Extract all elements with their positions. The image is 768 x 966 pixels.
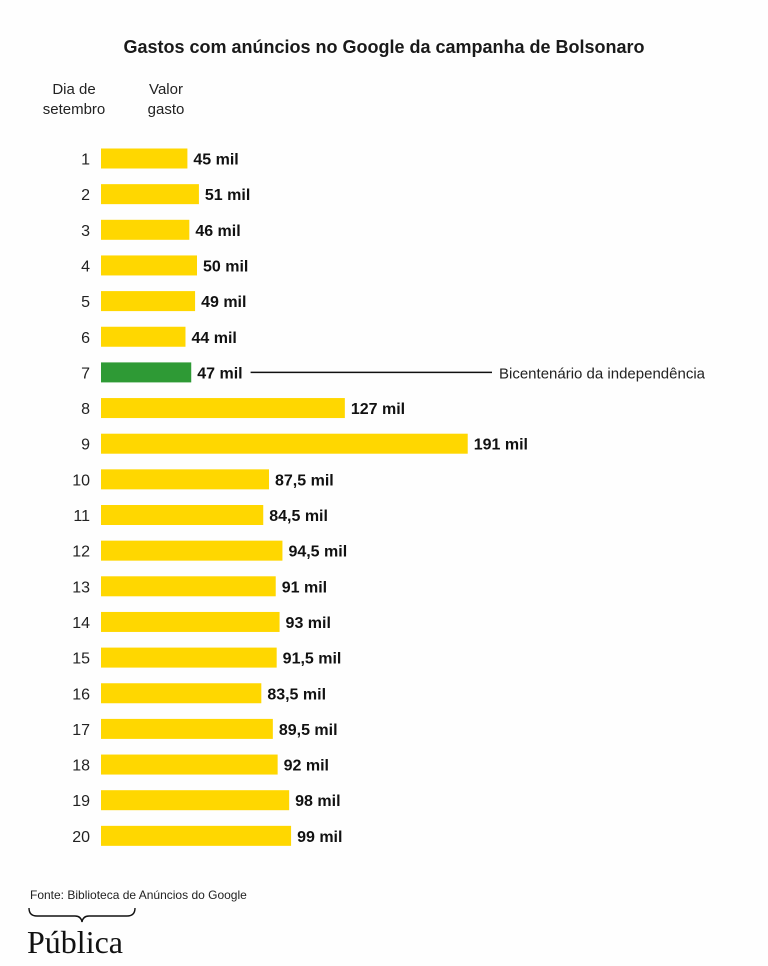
- value-label: 99 mil: [297, 829, 342, 846]
- bar-chart: 1 45 mil 2 51 mil 3 46 mil 4 50 mil 5 49 mil 6 44 m…: [72, 148, 706, 846]
- value-label: 127 mil: [351, 401, 405, 418]
- value-label: 89,5 mil: [279, 722, 338, 739]
- category-label: 6: [81, 330, 90, 347]
- bar: [101, 433, 468, 454]
- column-header-day: Dia de setembro: [42, 81, 106, 118]
- bar: [101, 326, 186, 347]
- value-label: 98 mil: [295, 793, 340, 810]
- bar: [101, 255, 197, 276]
- category-label: 18: [72, 758, 90, 775]
- bar: [101, 825, 292, 846]
- value-label: 46 mil: [195, 223, 240, 240]
- value-label: 191 mil: [474, 437, 528, 454]
- value-label: 51 mil: [205, 187, 250, 204]
- category-label: 16: [72, 686, 90, 703]
- category-label: 13: [72, 579, 90, 596]
- value-label: 83,5 mil: [267, 686, 326, 703]
- category-label: 17: [72, 722, 90, 739]
- value-label: 50 mil: [203, 258, 248, 275]
- value-label: 87,5 mil: [275, 472, 334, 489]
- category-label: 12: [72, 544, 90, 561]
- bar: [101, 683, 262, 704]
- source-note: Fonte: Biblioteca de Anúncios do Google: [30, 888, 247, 902]
- category-label: 5: [81, 294, 90, 311]
- bar: [101, 398, 345, 419]
- bar: [101, 611, 280, 632]
- category-label: 10: [72, 472, 90, 489]
- category-label: 9: [81, 437, 90, 454]
- bar: [101, 469, 269, 490]
- bar: [101, 790, 290, 811]
- bar: [101, 505, 264, 525]
- column-header-value: Valor gasto: [147, 81, 185, 118]
- category-label: 1: [81, 152, 90, 169]
- category-label: 2: [81, 187, 90, 204]
- value-label: 49 mil: [201, 294, 246, 311]
- bar: [101, 148, 188, 169]
- category-label: 14: [72, 615, 90, 632]
- bar: [101, 754, 278, 775]
- bar: [101, 184, 199, 205]
- bar: [101, 718, 273, 739]
- bar: [101, 291, 196, 312]
- bar-highlight: [101, 362, 192, 383]
- bar: [101, 647, 277, 668]
- category-label: 20: [72, 829, 90, 846]
- value-label: 93 mil: [286, 615, 331, 632]
- bar: [101, 576, 276, 597]
- category-label: 3: [81, 223, 90, 240]
- publica-logo: Pública: [27, 924, 123, 960]
- category-label: 11: [73, 508, 90, 525]
- bar: [101, 219, 190, 240]
- bar: [101, 540, 283, 561]
- value-label: 45 mil: [193, 152, 238, 169]
- value-label: 44 mil: [191, 330, 236, 347]
- value-label: 84,5 mil: [269, 508, 328, 525]
- value-label: 91 mil: [282, 579, 327, 596]
- logo-brace-icon: [28, 907, 136, 923]
- value-label: 47 mil: [197, 365, 242, 382]
- annotation-label: Bicentenário da independência: [499, 365, 706, 382]
- category-label: 8: [81, 401, 90, 418]
- category-label: 7: [81, 365, 90, 382]
- value-label: 94,5 mil: [288, 544, 347, 561]
- value-label: 91,5 mil: [283, 651, 342, 668]
- category-label: 15: [72, 651, 90, 668]
- category-label: 4: [81, 258, 90, 275]
- value-label: 92 mil: [284, 758, 329, 775]
- category-label: 19: [72, 793, 90, 810]
- chart-title: Gastos com anúncios no Google da campanh…: [123, 37, 645, 57]
